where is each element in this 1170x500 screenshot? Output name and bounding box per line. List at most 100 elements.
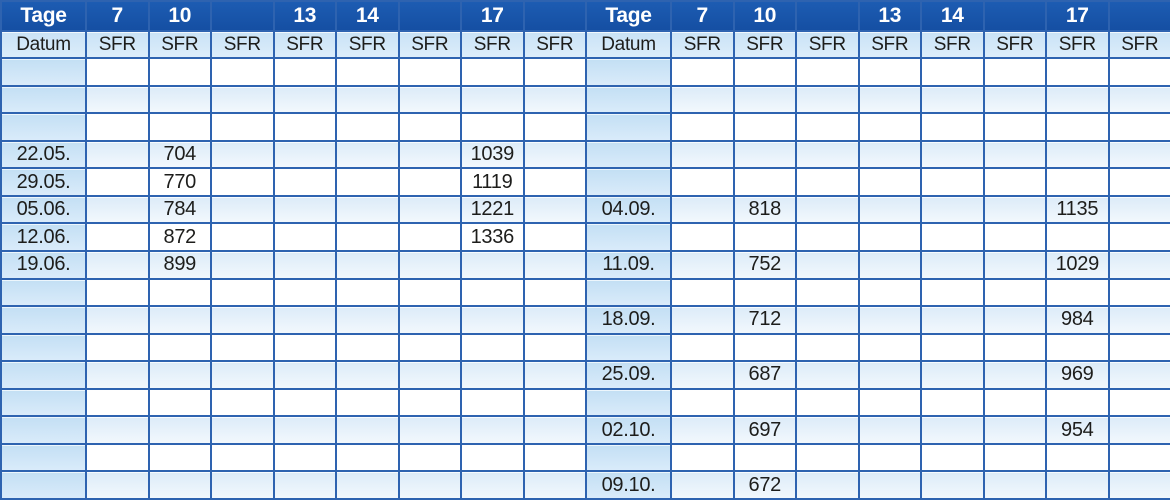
date-cell: [585, 387, 672, 418]
date-cell: [585, 57, 672, 87]
price-cell: [460, 332, 525, 363]
date-cell: 12.06.: [0, 222, 87, 252]
price-cell: [335, 112, 400, 142]
price-cell: [460, 360, 525, 390]
price-cell: [857, 57, 922, 87]
price-cell: [670, 112, 735, 142]
price-cell: [210, 112, 275, 142]
price-cell: [795, 112, 860, 142]
price-cell: [272, 167, 337, 197]
currency-header-cell: SFR: [732, 30, 797, 59]
price-cell: [982, 332, 1047, 363]
table-row: 05.06. 784 1221 04.09. 818 1135: [0, 194, 1170, 225]
price-cell: [272, 387, 337, 418]
price-cell: [857, 167, 922, 197]
price-cell: [210, 84, 275, 115]
price-cell: [732, 139, 797, 170]
price-cell: [210, 360, 275, 390]
day-header-cell: 7: [85, 0, 150, 32]
price-cell: [147, 84, 212, 115]
price-cell: [670, 332, 735, 363]
price-cell: [670, 222, 735, 252]
date-cell: [0, 415, 87, 445]
price-cell: [147, 277, 212, 308]
price-cell: [210, 249, 275, 280]
currency-header-cell: SFR: [85, 30, 150, 59]
price-cell: [460, 84, 525, 115]
price-cell: [1107, 167, 1170, 197]
price-cell: [795, 415, 860, 445]
price-cell: 770: [147, 167, 212, 197]
price-cell: [272, 222, 337, 252]
price-cell: [1107, 277, 1170, 308]
price-cell: [335, 305, 400, 335]
price-cell: 954: [1045, 415, 1110, 445]
day-header-cell: 13: [857, 0, 922, 32]
price-cell: [857, 139, 922, 170]
price-cell: [460, 442, 525, 473]
price-cell: 1336: [460, 222, 525, 252]
price-cell: [920, 332, 985, 363]
day-header-cell: [1107, 0, 1170, 32]
currency-header-cell: SFR: [335, 30, 400, 59]
date-cell: 11.09.: [585, 249, 672, 280]
price-cell: [522, 222, 587, 252]
currency-header-cell: SFR: [147, 30, 212, 59]
price-cell: [85, 360, 150, 390]
price-cell: [335, 139, 400, 170]
price-cell: [857, 277, 922, 308]
price-cell: [732, 167, 797, 197]
price-cell: [522, 332, 587, 363]
price-cell: [272, 57, 337, 87]
date-cell: 05.06.: [0, 194, 87, 225]
date-cell: [0, 277, 87, 308]
price-cell: [460, 112, 525, 142]
price-cell: [147, 332, 212, 363]
price-cell: 697: [732, 415, 797, 445]
price-cell: [335, 415, 400, 445]
date-cell: [0, 112, 87, 142]
price-cell: [1045, 112, 1110, 142]
date-cell: [0, 332, 87, 363]
table-row: [0, 112, 1170, 142]
price-cell: [1107, 387, 1170, 418]
price-cell: [732, 387, 797, 418]
price-cell: [85, 415, 150, 445]
price-cell: [795, 360, 860, 390]
price-cell: [1107, 305, 1170, 335]
price-cell: [522, 57, 587, 87]
price-cell: [670, 415, 735, 445]
price-cell: [335, 442, 400, 473]
date-cell: 29.05.: [0, 167, 87, 197]
price-cell: [85, 139, 150, 170]
price-cell: [1107, 442, 1170, 473]
date-cell: 18.09.: [585, 305, 672, 335]
price-cell: 712: [732, 305, 797, 335]
price-cell: [795, 305, 860, 335]
price-cell: [795, 57, 860, 87]
price-cell: [1045, 470, 1110, 500]
price-cell: [982, 194, 1047, 225]
price-cell: [522, 194, 587, 225]
price-cell: [147, 387, 212, 418]
price-cell: 784: [147, 194, 212, 225]
table-row: 25.09. 687 969: [0, 360, 1170, 390]
price-cell: [272, 112, 337, 142]
price-cell: [522, 249, 587, 280]
price-cell: [670, 387, 735, 418]
currency-header-cell: SFR: [857, 30, 922, 59]
price-cell: [795, 84, 860, 115]
price-cell: [920, 194, 985, 225]
price-cell: [210, 57, 275, 87]
price-cell: [982, 415, 1047, 445]
price-cell: [670, 194, 735, 225]
price-cell: [795, 139, 860, 170]
table-row: [0, 442, 1170, 473]
price-cell: [920, 415, 985, 445]
price-cell: [920, 167, 985, 197]
price-cell: [920, 360, 985, 390]
currency-header-cell: SFR: [522, 30, 587, 59]
price-cell: [397, 332, 462, 363]
price-cell: [85, 112, 150, 142]
price-cell: [795, 277, 860, 308]
